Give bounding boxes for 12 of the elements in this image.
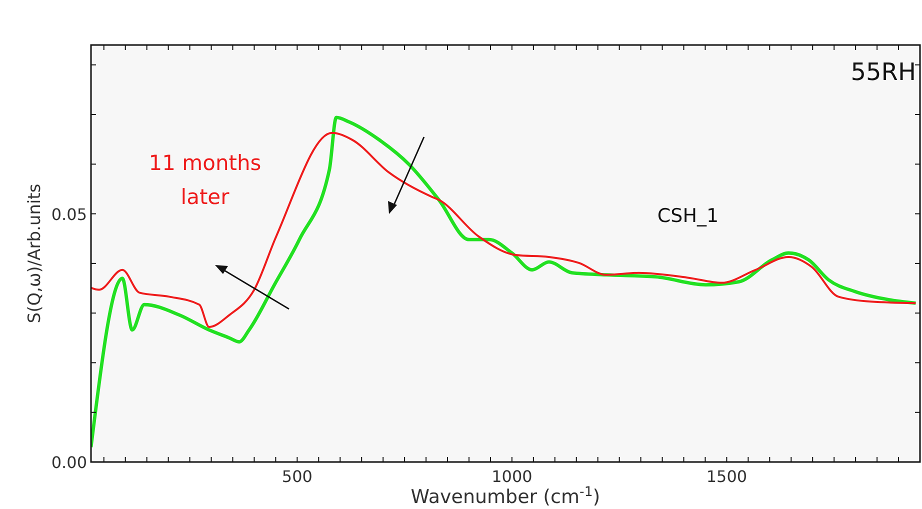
x-tick-label: 1000 bbox=[492, 467, 532, 486]
y-tick-label: 0.05 bbox=[51, 204, 87, 224]
annotation: 55RH bbox=[850, 58, 916, 86]
x-tick-label: 500 bbox=[282, 467, 312, 486]
y-axis-title: S(Q,ω)/Arb.units bbox=[25, 184, 45, 324]
y-tick-label: 0.00 bbox=[51, 453, 87, 472]
line-series bbox=[91, 132, 917, 328]
series-label: 11 months later bbox=[148, 151, 262, 209]
annotation: CSH_1 bbox=[657, 205, 719, 227]
line-series bbox=[91, 116, 918, 449]
x-tick-label: 1500 bbox=[706, 467, 748, 486]
x-axis-title: Wavenumber (cm$^{-1}$) bbox=[410, 484, 600, 508]
